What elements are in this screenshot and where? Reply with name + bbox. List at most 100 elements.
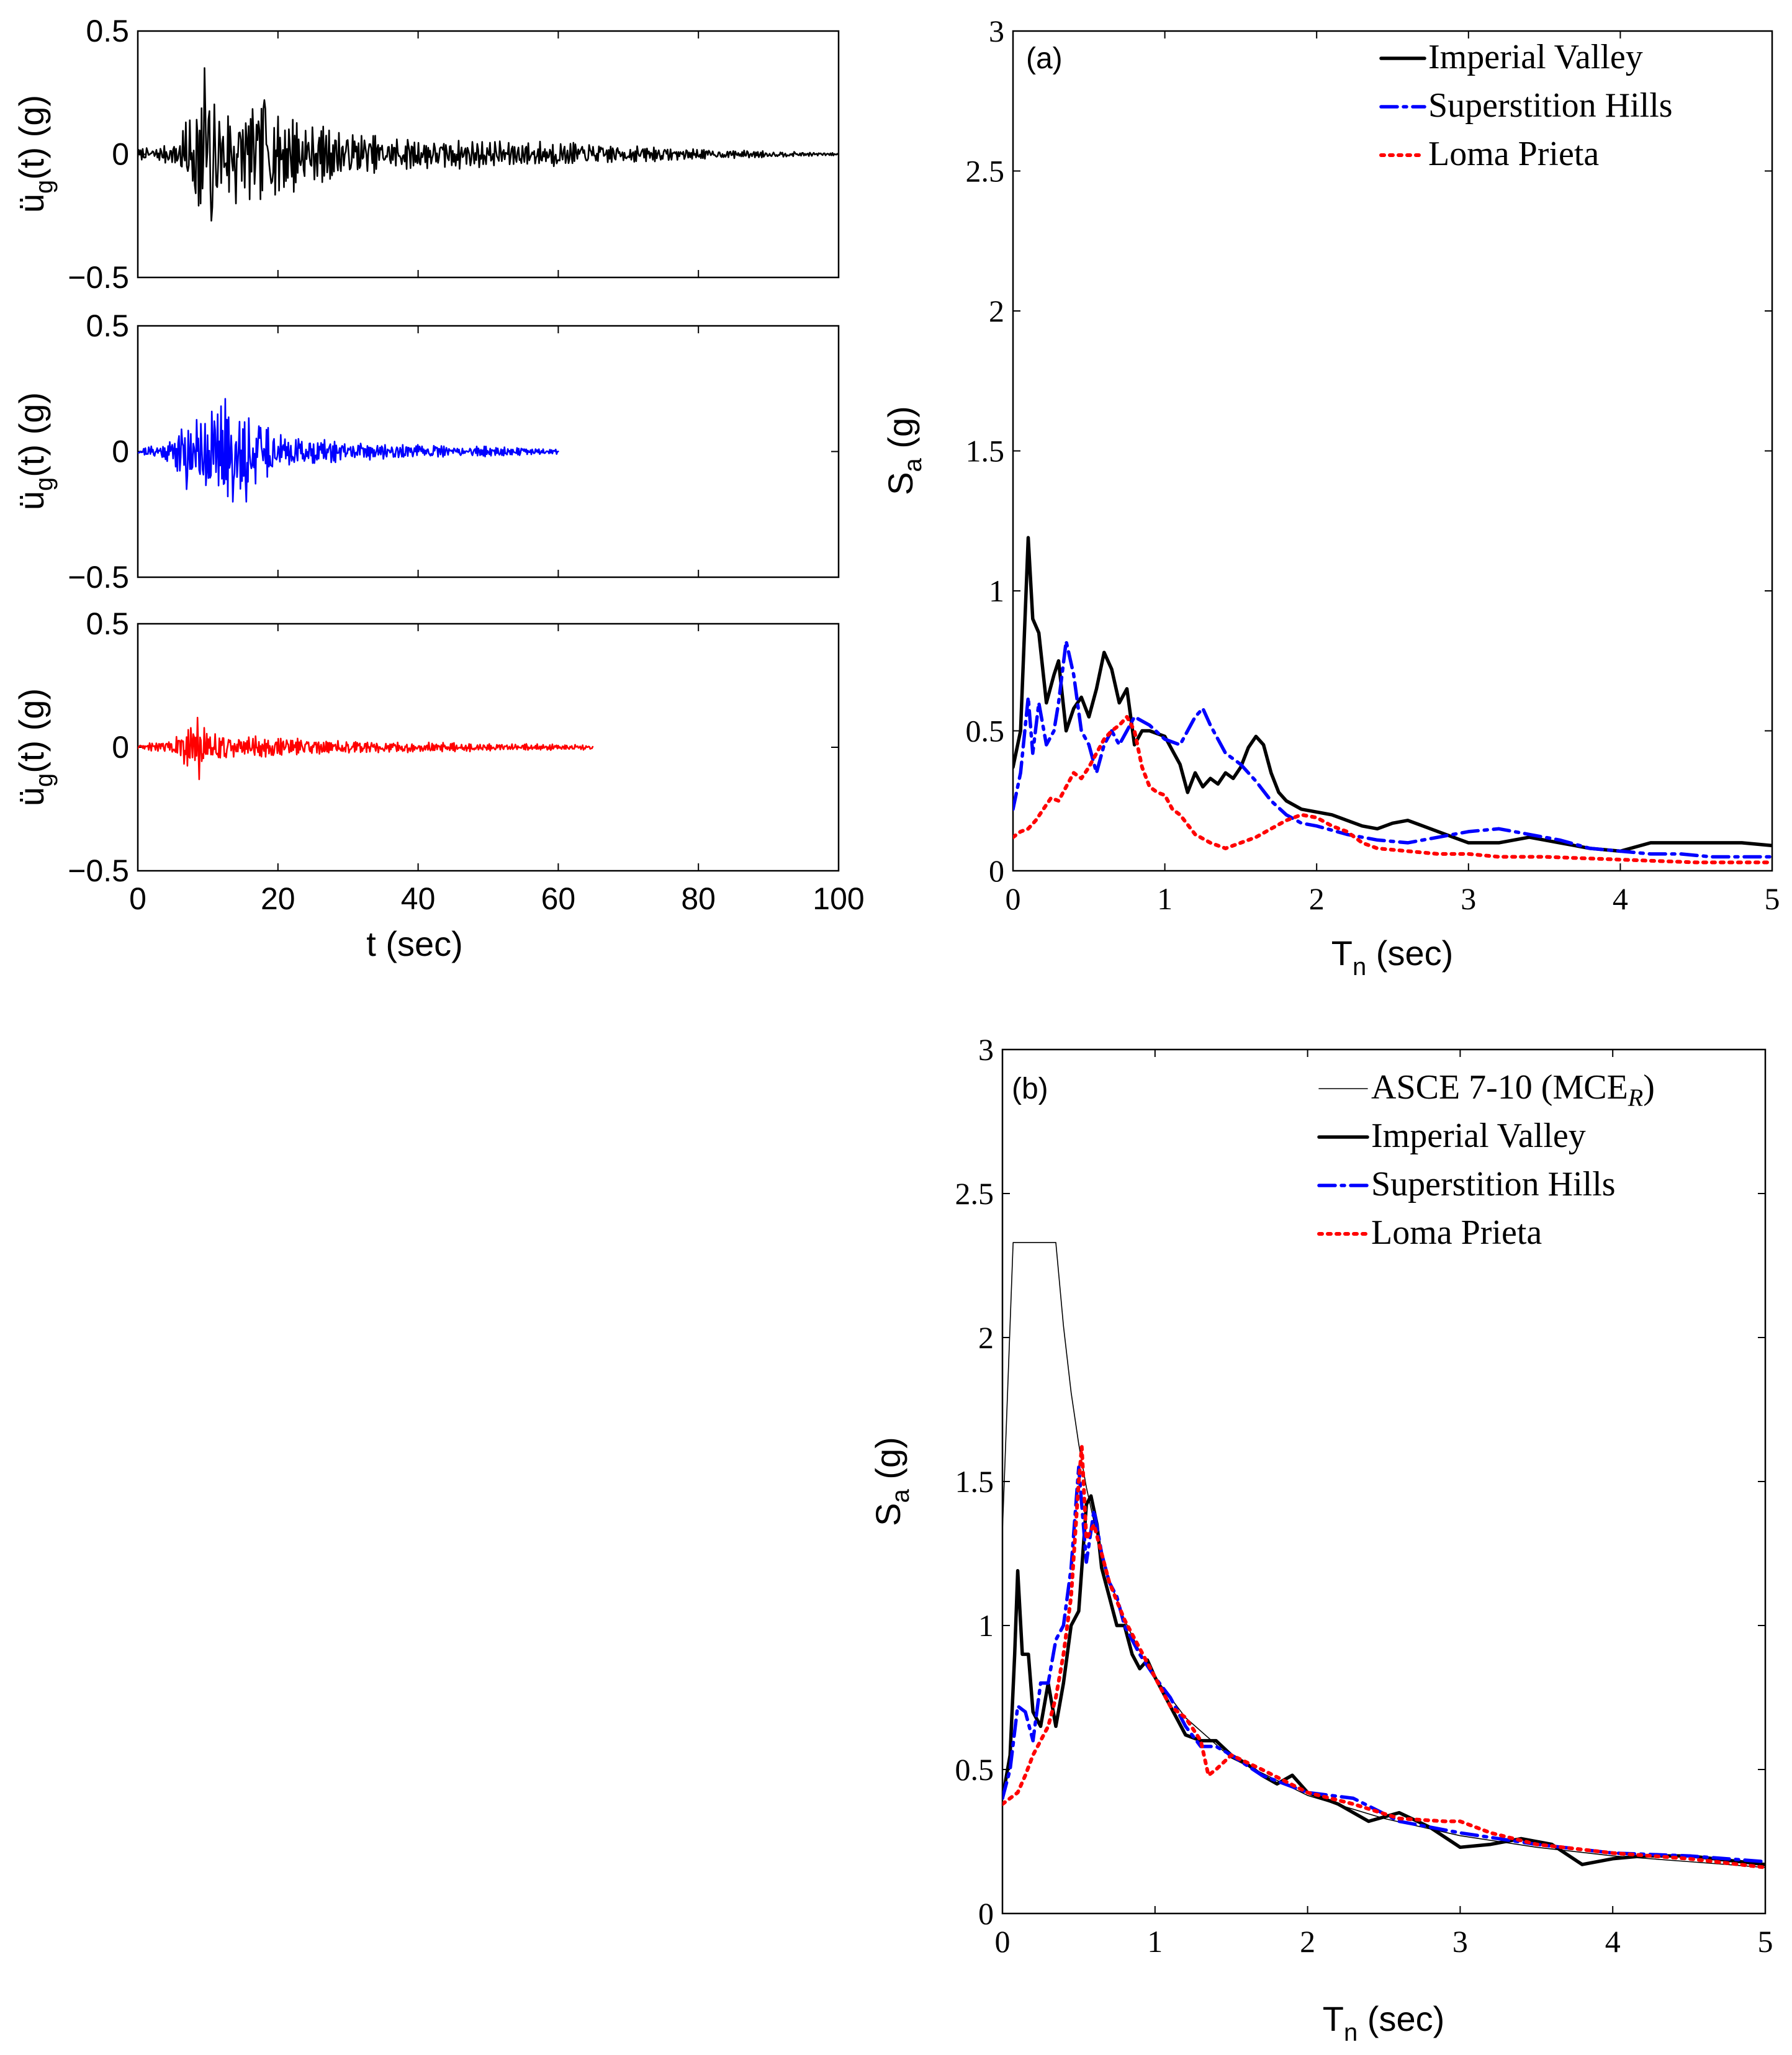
chart-response-spectra-b: 0 1 2 3 4 5 0 0.5 1 1.5 2 2.5 3 Sa (g) Tn (sec) (b) ASCE… xyxy=(868,1032,1773,2046)
y-axis-label-sub: g xyxy=(30,477,58,491)
plot-area xyxy=(1013,536,1772,865)
x-tick-label: 1 xyxy=(1147,1924,1163,1959)
x-tick-label: 4 xyxy=(1605,1924,1621,1959)
y-tick-label: 1 xyxy=(989,573,1004,608)
y-axis-label-main: ü xyxy=(12,787,51,806)
legend-label: Loma Prieta xyxy=(1371,1213,1542,1252)
y-axis-label-sub: g xyxy=(30,773,58,787)
y-axis-label-main: ü xyxy=(12,491,51,510)
x-axis-label-sub: n xyxy=(1344,2019,1358,2046)
y-tick-label: 2 xyxy=(989,294,1004,328)
legend-label: Superstition Hills xyxy=(1428,86,1673,125)
y-tick-label: −0.5 xyxy=(68,853,129,888)
x-tick-label: 20 xyxy=(261,881,295,916)
y-axis-label-main: S xyxy=(881,472,920,495)
y-tick-label: 0 xyxy=(112,137,129,172)
y-tick-label: 0 xyxy=(112,730,129,765)
legend-label-name: Imperial Valley xyxy=(1371,1117,1586,1155)
x-axis-label-main: T xyxy=(1323,1999,1344,2038)
y-tick-label: −0.5 xyxy=(68,560,129,595)
y-axis-label-tail: (t) (g) xyxy=(12,95,51,180)
x-tick-label: 3 xyxy=(1461,881,1476,916)
y-axis-label-tail: (g) xyxy=(868,1437,907,1489)
series-line-superstition-hills xyxy=(138,398,559,503)
y-tick-label: 0.5 xyxy=(955,1752,994,1787)
y-tick-label: 0 xyxy=(989,853,1004,888)
legend-label-sub: R xyxy=(1628,1084,1643,1112)
legend: ASCE 7-10 (MCER) Imperial Valley Superstit… xyxy=(1317,1068,1655,1252)
series-line-imperial-valley xyxy=(1013,536,1772,853)
legend: Imperial Valley Superstition Hills Loma Pr… xyxy=(1379,38,1673,173)
series-line-superstition-hills xyxy=(1013,639,1772,859)
y-axis-label-sub: a xyxy=(887,1488,914,1503)
x-tick-label: 2 xyxy=(1309,881,1325,916)
y-tick-label: 1.5 xyxy=(966,434,1005,469)
legend-label: Imperial Valley xyxy=(1371,1117,1586,1155)
legend-label-name: ASCE 7-10 (MCE xyxy=(1371,1068,1628,1107)
x-axis-label-tail: (sec) xyxy=(1358,1999,1444,2038)
plot-area xyxy=(138,67,839,222)
y-axis-label-tail: (t) (g) xyxy=(12,392,51,477)
legend-label-name: Loma Prieta xyxy=(1371,1213,1542,1252)
x-axis-label-sub: n xyxy=(1353,953,1366,981)
y-tick-label: 3 xyxy=(989,14,1004,48)
y-axis-label: üg(t) (g) xyxy=(12,95,58,213)
x-tick-label: 5 xyxy=(1765,881,1780,916)
y-tick-label: 2.5 xyxy=(955,1176,994,1211)
y-tick-label: 1.5 xyxy=(955,1464,994,1499)
chart-ground-motion-loma: 0 20 40 60 80 100−0.500.5üg(t) (g)t (sec) xyxy=(12,606,865,963)
x-tick-label: 5 xyxy=(1758,1924,1773,1959)
y-tick-label: 2 xyxy=(978,1320,994,1355)
x-tick-label: 2 xyxy=(1300,1924,1315,1959)
legend-label: Superstition Hills xyxy=(1371,1165,1616,1203)
series-line-loma-prieta xyxy=(138,716,594,780)
x-tick-label: 40 xyxy=(401,881,436,916)
y-tick-label: 0 xyxy=(112,434,129,469)
y-axis-label-tail: (t) (g) xyxy=(12,688,51,773)
x-tick-label: 0 xyxy=(995,1924,1011,1959)
x-tick-label: 80 xyxy=(681,881,716,916)
legend-label-name: Superstition Hills xyxy=(1428,86,1673,125)
y-tick-label: 0.5 xyxy=(86,14,129,48)
plot-area xyxy=(138,398,559,503)
x-axis-label: t (sec) xyxy=(366,924,463,963)
x-axis-label: Tn (sec) xyxy=(1323,1999,1444,2046)
x-tick-label: 4 xyxy=(1613,881,1628,916)
legend-label-name: Imperial Valley xyxy=(1428,38,1643,76)
y-axis-label: üg(t) (g) xyxy=(12,688,58,806)
legend-label: Loma Prieta xyxy=(1428,135,1599,173)
y-tick-label: 2.5 xyxy=(966,154,1005,189)
series-line-imperial-valley xyxy=(138,67,839,222)
series-line-loma-prieta xyxy=(1013,715,1772,865)
panel-label: (b) xyxy=(1012,1072,1048,1105)
x-tick-label: 3 xyxy=(1452,1924,1468,1959)
y-axis-label-main: S xyxy=(868,1503,907,1526)
x-axis-label-main: T xyxy=(1331,933,1353,973)
y-tick-label: −0.5 xyxy=(68,260,129,295)
y-axis-label-sub: a xyxy=(899,457,927,472)
x-tick-label: 0 xyxy=(1006,881,1021,916)
legend-label-name: Superstition Hills xyxy=(1371,1165,1616,1203)
chart-response-spectra-a: 0 1 2 3 4 5 0 0.5 1 1.5 2 2.5 3 Sa (g) Tn (sec) (a) Impe… xyxy=(881,14,1780,981)
panel-label: (a) xyxy=(1026,42,1063,75)
y-tick-label: 0.5 xyxy=(966,714,1005,749)
x-tick-label: 0 xyxy=(129,881,146,916)
x-tick-label: 1 xyxy=(1157,881,1173,916)
plot-area xyxy=(138,716,594,780)
series-line-loma-prieta xyxy=(1002,1445,1765,1869)
y-axis-label-sub: g xyxy=(30,180,58,194)
x-axis-label-tail: (sec) xyxy=(1366,933,1453,973)
chart-ground-motion-imperial: −0.5 0 0.5 üg(t) (g) xyxy=(12,14,840,295)
y-axis-label-tail: (g) xyxy=(881,406,920,458)
y-tick-label: 0.5 xyxy=(86,606,129,641)
plot-area xyxy=(1002,1242,1765,1869)
y-axis-label: Sa (g) xyxy=(881,406,927,495)
x-axis-label: Tn (sec) xyxy=(1331,933,1453,981)
legend-label-name: Loma Prieta xyxy=(1428,135,1599,173)
y-tick-label: 0 xyxy=(978,1896,994,1931)
y-axis-label-main: ü xyxy=(12,194,51,213)
chart-ground-motion-superstition: −0.5 0 0.5 üg(t) (g) xyxy=(12,308,840,595)
x-tick-label: 60 xyxy=(541,881,576,916)
